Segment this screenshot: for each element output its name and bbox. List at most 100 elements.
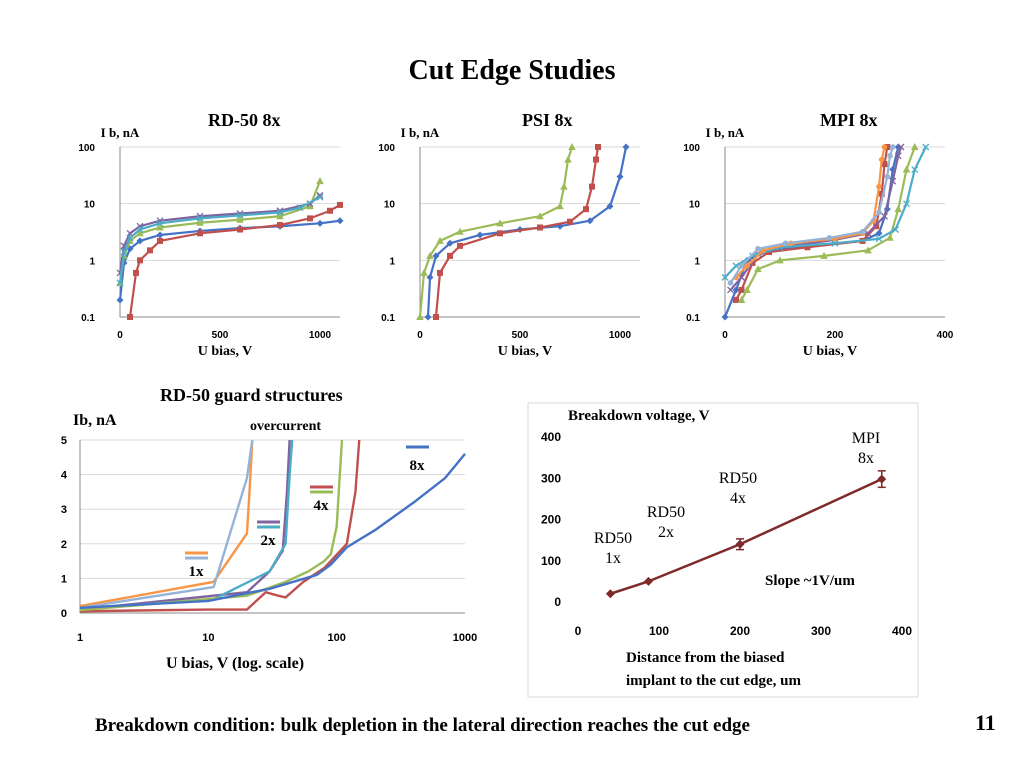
data-point (732, 286, 740, 294)
data-point (864, 246, 872, 254)
y-tick-label: 3 (61, 504, 67, 516)
data-point (820, 251, 828, 259)
x-tick-label: 200 (827, 330, 844, 341)
data-point (136, 226, 144, 233)
series-line (79, 439, 291, 611)
series-line (735, 146, 886, 279)
x-tick-label: 0 (722, 330, 728, 341)
x-tick-label: 0 (417, 330, 423, 341)
chart-title: Breakdown voltage, V (568, 408, 710, 424)
data-point (910, 143, 919, 150)
x-axis-label: Distance from the biased (626, 650, 785, 666)
data-point (496, 219, 504, 227)
data-point (735, 539, 745, 549)
data-point (556, 202, 564, 210)
data-point (732, 262, 740, 270)
x-tick-label: 1000 (609, 330, 632, 341)
series-line (610, 477, 883, 595)
plot-area-breakdown: 0 100 200 300 400 0 100 200 300 400 Breakdown volt… (527, 402, 919, 698)
chart-frame (527, 402, 919, 698)
data-point (116, 279, 124, 287)
y-tick-label: 10 (84, 200, 96, 211)
data-point (564, 155, 572, 163)
data-point (420, 268, 428, 276)
chart-breakdown: 0 100 200 300 400 0 100 200 300 400 Breakdown volt… (527, 402, 919, 698)
data-point (738, 286, 745, 293)
data-point (446, 239, 454, 247)
y-axis-label: Ib, nA (73, 412, 117, 429)
data-point (137, 257, 143, 264)
data-point (878, 156, 885, 163)
data-point (859, 228, 866, 235)
data-point (876, 183, 882, 190)
y-tick-label: 100 (683, 143, 700, 154)
data-point (894, 152, 902, 160)
data-point (196, 214, 204, 222)
guard-structures-label: RD-50 guard structures (160, 385, 343, 405)
data-point (903, 200, 910, 208)
data-point (276, 208, 284, 216)
data-point (733, 296, 739, 303)
data-point (156, 219, 164, 227)
y-tick-label: 200 (541, 513, 561, 527)
data-point (589, 183, 595, 190)
data-point (887, 152, 893, 159)
series-line (729, 146, 894, 284)
series-line (79, 439, 361, 613)
data-point (894, 205, 903, 213)
y-tick-label: 100 (541, 554, 561, 568)
data-point (433, 314, 439, 320)
series-line (735, 146, 889, 301)
y-tick-label: 1 (389, 256, 395, 267)
point-label: MPI (852, 430, 880, 447)
series-line (729, 146, 903, 291)
data-point (897, 143, 905, 151)
data-point (568, 143, 576, 150)
data-point (456, 227, 464, 235)
data-point (875, 235, 883, 243)
data-point (147, 247, 153, 254)
point-label: 2x (658, 524, 674, 541)
series-line (118, 219, 341, 301)
chart-title-rd50: RD-50 8x (208, 110, 281, 130)
x-tick-label: 0 (575, 624, 582, 638)
series-line (79, 453, 466, 610)
plot-area-mpi: 0.1 1 10 100 0 200 400 I b, nA U bias, V (683, 125, 953, 359)
data-point (156, 223, 164, 231)
data-point (277, 222, 283, 229)
data-point (606, 202, 614, 210)
data-point (296, 204, 304, 212)
data-point (738, 263, 745, 269)
data-point (804, 244, 811, 251)
data-point (743, 285, 751, 293)
data-point (136, 229, 144, 237)
data-point (133, 269, 139, 276)
data-point (437, 269, 443, 276)
data-point (727, 286, 734, 294)
y-tick-label: 5 (61, 435, 67, 447)
point-label: 4x (730, 490, 746, 507)
data-point (316, 177, 324, 185)
data-point (276, 212, 284, 220)
y-tick-label: 10 (689, 200, 701, 211)
x-axis-label: U bias, V (498, 344, 553, 359)
x-tick-label: 1000 (309, 330, 332, 341)
x-tick-label: 1000 (453, 632, 477, 644)
data-point (136, 237, 144, 245)
point-label: 8x (858, 450, 874, 467)
data-point (875, 229, 883, 237)
data-point (605, 589, 615, 599)
data-point (536, 212, 544, 220)
data-point (616, 173, 624, 181)
data-point (432, 252, 440, 260)
x-tick-label: 10 (202, 632, 214, 644)
data-point (881, 144, 888, 150)
data-point (889, 177, 897, 185)
chart-title-psi: PSI 8x (522, 110, 573, 130)
data-point (886, 233, 894, 241)
slide-title: Cut Edge Studies (408, 55, 616, 86)
legend-label: 1x (189, 564, 205, 580)
data-point (424, 313, 432, 321)
series-line (740, 146, 916, 301)
